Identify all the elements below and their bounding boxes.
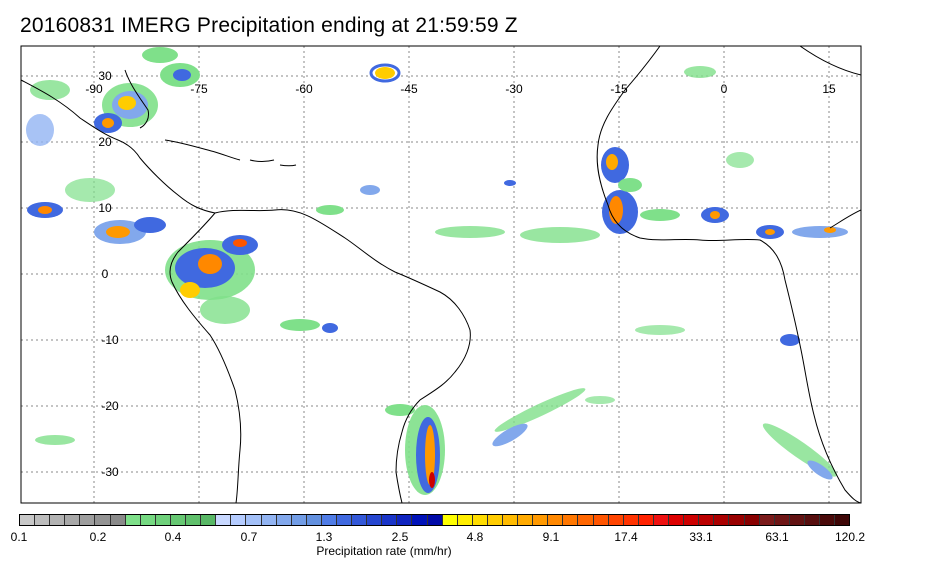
colorbar-swatch — [155, 515, 171, 525]
colorbar-swatch — [442, 515, 458, 525]
colorbar-swatch — [261, 515, 277, 525]
colorbar-swatch — [789, 515, 805, 525]
colorbar-swatch — [20, 515, 36, 525]
colorbar-swatch — [653, 515, 670, 525]
lat-label: 10 — [98, 201, 112, 215]
colorbar-swatch — [367, 515, 383, 525]
lon-label: 0 — [721, 82, 728, 96]
colorbar-swatch — [487, 515, 503, 525]
colorbar-tick-label: 120.2 — [834, 530, 866, 544]
precipitation-field — [26, 47, 848, 495]
colorbar-swatch — [457, 515, 473, 525]
colorbar-swatch — [533, 515, 549, 525]
colorbar-tick-label: 0.2 — [89, 530, 107, 544]
colorbar-tick-label: 9.1 — [542, 530, 560, 544]
colorbar-swatch — [608, 515, 624, 525]
colorbar-swatch — [125, 515, 141, 525]
colorbar-tick-label: 0.4 — [164, 530, 182, 544]
colorbar-swatch — [321, 515, 337, 525]
colorbar-swatch — [503, 515, 519, 525]
colorbar-tick-label: 0.7 — [240, 530, 258, 544]
lat-label: -20 — [101, 399, 119, 413]
colorbar-swatch — [835, 515, 850, 525]
lon-label: -90 — [85, 82, 103, 96]
lat-label: 0 — [102, 267, 109, 281]
colorbar-tick-label: 63.1 — [765, 530, 789, 544]
colorbar-tick-label: 17.4 — [614, 530, 638, 544]
colorbar-swatch — [80, 515, 96, 525]
map-frame — [20, 45, 862, 504]
colorbar-swatch — [638, 515, 654, 525]
colorbar-swatch — [472, 515, 488, 525]
colorbar-swatch — [382, 515, 398, 525]
colorbar-swatch — [397, 515, 413, 525]
map-title: 20160831 IMERG Precipitation ending at 2… — [20, 14, 518, 37]
colorbar-swatch — [412, 515, 428, 525]
colorbar-swatch — [50, 515, 66, 525]
latitude-labels: 30 20 10 0 -10 -20 -30 — [98, 69, 119, 479]
colorbar-swatch — [35, 515, 51, 525]
colorbar-swatch — [578, 515, 594, 525]
colorbar-swatch — [110, 515, 126, 525]
colorbar-swatch — [563, 515, 579, 525]
colorbar-swatch — [819, 515, 836, 525]
colorbar-swatch — [95, 515, 111, 525]
colorbar-swatch — [276, 515, 292, 525]
colorbar-swatch — [170, 515, 187, 525]
colorbar-tick-label: 1.3 — [315, 530, 333, 544]
colorbar-swatch — [291, 515, 307, 525]
colorbar-swatch — [699, 515, 715, 525]
colorbar-swatch — [669, 515, 685, 525]
colorbar-swatch — [759, 515, 775, 525]
colorbar-swatch — [729, 515, 745, 525]
lat-label: -30 — [101, 465, 119, 479]
lon-label: -15 — [610, 82, 628, 96]
lat-label: 30 — [98, 69, 112, 83]
colorbar-swatch — [774, 515, 790, 525]
colorbar-swatch — [714, 515, 730, 525]
colorbar-swatch — [140, 515, 156, 525]
lon-label: 15 — [822, 82, 836, 96]
colorbar-swatch — [231, 515, 247, 525]
colorbar-title: Precipitation rate (mm/hr) — [316, 544, 452, 558]
lon-label: -45 — [400, 82, 418, 96]
precipitation-colorbar — [19, 514, 850, 526]
lat-label: -10 — [101, 333, 119, 347]
colorbar-swatch — [623, 515, 639, 525]
colorbar-tick-label: 4.8 — [466, 530, 484, 544]
colorbar-swatch — [427, 515, 443, 525]
colorbar-swatch — [593, 515, 609, 525]
lon-label: -60 — [295, 82, 313, 96]
coastlines — [21, 46, 861, 503]
colorbar-swatch — [518, 515, 534, 525]
colorbar-tick-label: 2.5 — [391, 530, 409, 544]
colorbar-tick-label: 0.1 — [10, 530, 28, 544]
colorbar-swatch — [246, 515, 262, 525]
colorbar-swatch — [744, 515, 760, 525]
lat-label: 20 — [98, 135, 112, 149]
colorbar-tick-label: 33.1 — [689, 530, 713, 544]
colorbar-swatch — [336, 515, 353, 525]
colorbar-swatch — [352, 515, 368, 525]
colorbar-swatch — [186, 515, 202, 525]
colorbar-swatch — [201, 515, 217, 525]
colorbar-swatch — [804, 515, 820, 525]
colorbar-swatch — [65, 515, 81, 525]
colorbar-swatch — [684, 515, 700, 525]
lon-label: -75 — [190, 82, 208, 96]
longitude-labels: -90 -75 -60 -45 -30 -15 0 15 — [85, 82, 836, 96]
colorbar-swatch — [306, 515, 322, 525]
colorbar-swatch — [548, 515, 564, 525]
lon-label: -30 — [505, 82, 523, 96]
colorbar-swatch — [216, 515, 232, 525]
